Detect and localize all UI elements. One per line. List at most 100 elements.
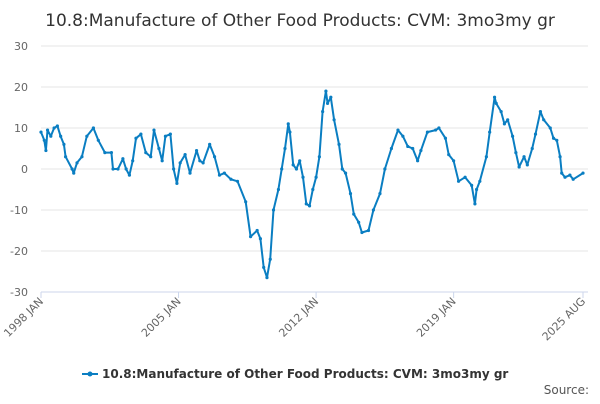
data-point <box>116 167 120 171</box>
data-point <box>366 228 371 233</box>
data-point <box>235 179 240 183</box>
data-point <box>470 183 474 187</box>
data-point <box>560 171 564 175</box>
data-point <box>447 153 451 157</box>
data-point <box>268 257 272 261</box>
data-point <box>49 134 53 138</box>
y-tick-label: 30 <box>14 40 28 53</box>
data-point <box>271 208 276 212</box>
data-point <box>194 148 199 153</box>
data-point <box>416 159 420 163</box>
data-point <box>157 146 161 151</box>
data-point <box>443 136 448 140</box>
data-point <box>175 181 179 185</box>
y-axis: 30 20 10 0 -10 -20 -30 <box>10 40 28 299</box>
data-point <box>522 155 526 159</box>
data-point <box>311 187 315 192</box>
data-point <box>371 208 376 212</box>
data-point <box>222 171 226 175</box>
legend-point-marker <box>87 371 93 377</box>
x-tick-label: 2025 AUG <box>540 295 589 344</box>
data-point <box>542 118 546 122</box>
data-point <box>103 151 107 155</box>
data-point <box>307 204 312 208</box>
x-tick-label: 1998 JAN <box>1 295 46 340</box>
data-point <box>124 167 128 171</box>
data-point <box>134 136 138 140</box>
data-point <box>44 148 48 153</box>
data-point <box>75 161 79 165</box>
data-point <box>258 237 263 241</box>
data-point <box>62 142 66 146</box>
data-point <box>265 276 269 280</box>
data-point <box>131 159 135 163</box>
data-point <box>59 134 63 138</box>
series-line <box>40 90 584 279</box>
data-point <box>208 142 212 146</box>
data-point <box>492 95 497 99</box>
y-tick-label: -30 <box>10 286 28 299</box>
data-point <box>283 146 287 151</box>
data-point <box>548 126 552 130</box>
data-point <box>288 130 292 134</box>
data-point <box>229 177 233 181</box>
data-point <box>463 175 467 179</box>
data-point <box>348 192 353 196</box>
data-point <box>52 126 56 130</box>
data-point <box>506 118 510 122</box>
data-point <box>121 157 125 161</box>
data-point <box>201 161 205 165</box>
data-point <box>72 171 76 175</box>
x-axis: 1998 JAN 2005 JAN 2012 JAN 2019 JAN 2025 AUG <box>1 292 588 343</box>
chart-title: 10.8:Manufacture of Other Food Products:… <box>45 11 555 31</box>
data-point <box>276 187 281 192</box>
data-point <box>332 118 336 122</box>
data-point <box>280 167 284 171</box>
y-tick-label: 0 <box>21 163 28 176</box>
data-point <box>474 187 479 192</box>
data-point <box>502 122 507 126</box>
data-point <box>343 171 348 175</box>
data-point <box>301 175 305 179</box>
data-point <box>329 95 333 99</box>
data-point <box>551 136 556 140</box>
data-point <box>198 159 202 163</box>
data-point <box>109 151 114 155</box>
data-point <box>298 159 302 163</box>
y-tick-label: -20 <box>10 245 28 258</box>
data-point <box>80 155 84 159</box>
x-tick-label: 2019 JAN <box>414 295 459 340</box>
data-point <box>127 173 132 177</box>
data-point <box>571 177 575 181</box>
data-point <box>510 134 515 138</box>
data-point <box>111 167 115 171</box>
source-label: Source: <box>544 383 589 397</box>
data-point <box>324 89 328 93</box>
data-point <box>499 110 503 114</box>
data-point <box>494 101 498 105</box>
data-point <box>294 167 299 171</box>
data-point <box>563 175 567 179</box>
data-point <box>514 151 518 155</box>
data-point <box>396 128 400 132</box>
data-point <box>401 134 405 138</box>
data-point <box>321 110 325 114</box>
data-point <box>42 138 46 142</box>
data-point <box>244 200 248 204</box>
data-point <box>568 173 572 177</box>
y-tick-label: -10 <box>10 204 28 217</box>
data-point <box>85 134 89 138</box>
data-point <box>337 142 341 146</box>
data-point <box>411 146 415 151</box>
data-point <box>96 138 100 142</box>
x-tick-label: 2012 JAN <box>276 295 321 340</box>
legend[interactable]: 10.8:Manufacture of Other Food Products:… <box>82 367 508 381</box>
data-point <box>406 144 410 149</box>
data-point <box>70 167 74 171</box>
data-point <box>425 130 430 134</box>
data-point <box>581 171 585 175</box>
data-point <box>484 155 488 159</box>
data-point <box>248 235 253 239</box>
data-point <box>378 192 382 196</box>
